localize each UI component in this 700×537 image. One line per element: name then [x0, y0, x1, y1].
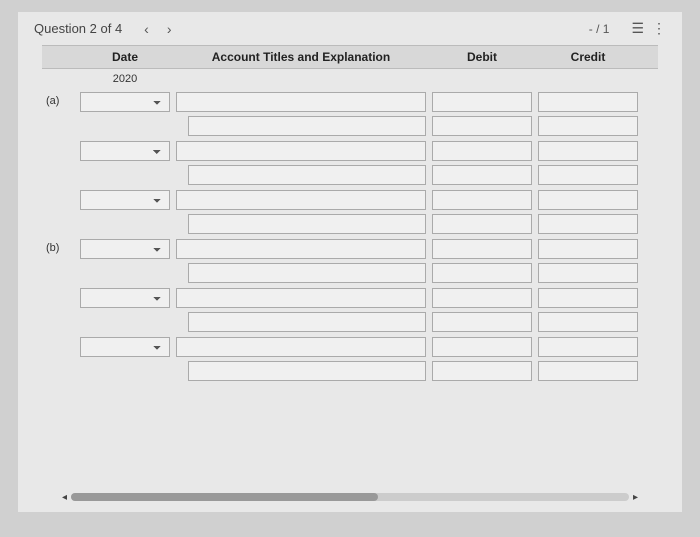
- scroll-right-icon[interactable]: ▸: [629, 492, 642, 503]
- debit-input[interactable]: [432, 361, 532, 381]
- date-select[interactable]: [80, 288, 170, 308]
- header-debit: Debit: [432, 50, 532, 64]
- date-select[interactable]: [80, 141, 170, 161]
- nav-arrows: ‹ ›: [140, 21, 175, 37]
- debit-input[interactable]: [432, 165, 532, 185]
- next-button[interactable]: ›: [163, 21, 176, 37]
- journal-row: [42, 334, 658, 359]
- journal-row: [42, 114, 658, 139]
- debit-input[interactable]: [432, 239, 532, 259]
- debit-input[interactable]: [432, 190, 532, 210]
- account-input[interactable]: [176, 337, 426, 357]
- account-input[interactable]: [188, 312, 426, 332]
- journal-row: [42, 187, 658, 212]
- debit-input[interactable]: [432, 263, 532, 283]
- year-row: 2020: [42, 69, 658, 89]
- account-input[interactable]: [176, 288, 426, 308]
- debit-input[interactable]: [432, 337, 532, 357]
- question-title: Question 2 of 4: [34, 21, 122, 36]
- credit-input[interactable]: [538, 263, 638, 283]
- credit-input[interactable]: [538, 92, 638, 112]
- journal-row: [42, 285, 658, 310]
- journal-row: [42, 359, 658, 384]
- scroll-track[interactable]: [71, 493, 629, 501]
- account-input[interactable]: [176, 141, 426, 161]
- debit-input[interactable]: [432, 141, 532, 161]
- credit-input[interactable]: [538, 312, 638, 332]
- credit-input[interactable]: [538, 361, 638, 381]
- date-select[interactable]: [80, 239, 170, 259]
- list-icon[interactable]: ☰: [631, 20, 644, 37]
- journal-row: [42, 138, 658, 163]
- header-date: Date: [80, 50, 170, 64]
- account-input[interactable]: [188, 263, 426, 283]
- credit-input[interactable]: [538, 190, 638, 210]
- content-panel: Question 2 of 4 ‹ › - / 1 ☰ ⋮ Date Accou…: [18, 12, 682, 512]
- account-input[interactable]: [188, 214, 426, 234]
- header-blank: [44, 50, 74, 64]
- credit-input[interactable]: [538, 116, 638, 136]
- journal-row: [42, 310, 658, 335]
- journal-table: Date Account Titles and Explanation Debi…: [18, 45, 682, 383]
- year-label: 2020: [80, 73, 170, 85]
- top-bar: Question 2 of 4 ‹ › - / 1 ☰ ⋮: [18, 12, 682, 45]
- header-account: Account Titles and Explanation: [176, 50, 426, 64]
- date-select[interactable]: [80, 190, 170, 210]
- debit-input[interactable]: [432, 92, 532, 112]
- journal-row: [42, 163, 658, 188]
- account-input[interactable]: [188, 165, 426, 185]
- journal-row: (a): [42, 89, 658, 114]
- header-credit: Credit: [538, 50, 638, 64]
- prev-button[interactable]: ‹: [140, 21, 153, 37]
- credit-input[interactable]: [538, 337, 638, 357]
- table-header: Date Account Titles and Explanation Debi…: [42, 45, 658, 69]
- more-icon[interactable]: ⋮: [652, 20, 666, 37]
- credit-input[interactable]: [538, 165, 638, 185]
- date-select[interactable]: [80, 337, 170, 357]
- debit-input[interactable]: [432, 288, 532, 308]
- row-label: (b): [44, 242, 74, 254]
- journal-row: [42, 212, 658, 237]
- score-display: - / 1: [589, 22, 610, 36]
- account-input[interactable]: [188, 361, 426, 381]
- credit-input[interactable]: [538, 288, 638, 308]
- credit-input[interactable]: [538, 239, 638, 259]
- account-input[interactable]: [188, 116, 426, 136]
- row-label: (a): [44, 95, 74, 107]
- scroll-left-icon[interactable]: ◂: [58, 492, 71, 503]
- scroll-thumb[interactable]: [71, 493, 378, 501]
- horizontal-scrollbar[interactable]: ◂ ▸: [58, 492, 642, 502]
- account-input[interactable]: [176, 92, 426, 112]
- account-input[interactable]: [176, 239, 426, 259]
- date-select[interactable]: [80, 92, 170, 112]
- credit-input[interactable]: [538, 214, 638, 234]
- debit-input[interactable]: [432, 116, 532, 136]
- journal-row: (b): [42, 236, 658, 261]
- journal-row: [42, 261, 658, 286]
- credit-input[interactable]: [538, 141, 638, 161]
- debit-input[interactable]: [432, 214, 532, 234]
- account-input[interactable]: [176, 190, 426, 210]
- debit-input[interactable]: [432, 312, 532, 332]
